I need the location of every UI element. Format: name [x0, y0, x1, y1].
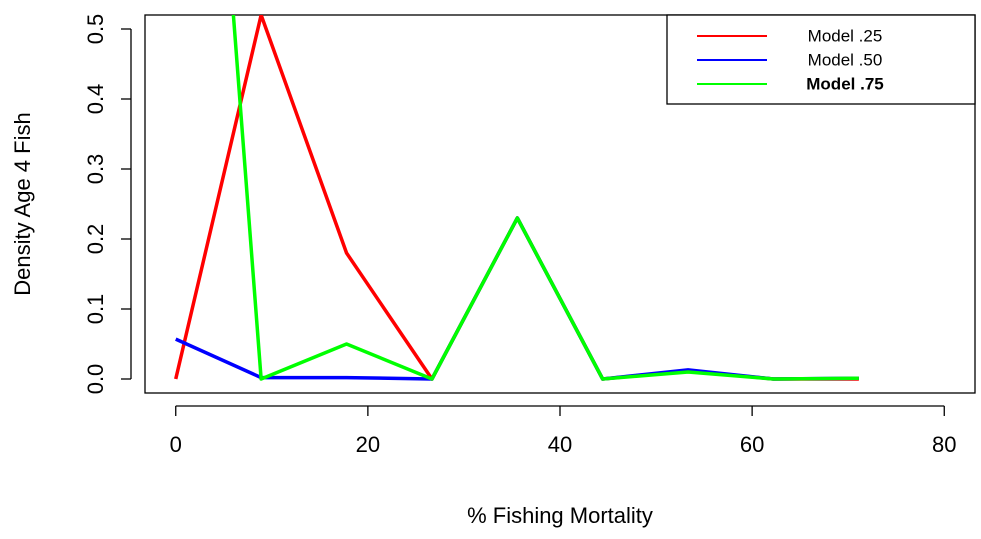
- series-line: [175, 216, 859, 381]
- plot-frame: [144, 14, 976, 394]
- y-tick-label: 0.1: [83, 294, 108, 325]
- y-axis-label: Density Age 4 Fish: [10, 112, 35, 295]
- x-tick-label: 0: [170, 432, 182, 457]
- series-line: [231, 15, 859, 381]
- y-tick-label: 0.3: [83, 154, 108, 185]
- y-tick-label: 0.4: [83, 84, 108, 115]
- legend-label: Model .75: [806, 74, 883, 93]
- y-tick-label: 0.2: [83, 224, 108, 255]
- x-tick-label: 80: [932, 432, 956, 457]
- legend-label: Model .25: [808, 26, 883, 45]
- x-tick-label: 20: [356, 432, 380, 457]
- x-axis-label: % Fishing Mortality: [467, 503, 653, 528]
- x-tick-label: 60: [740, 432, 764, 457]
- y-tick-label: 0.5: [83, 14, 108, 45]
- legend-label: Model .50: [808, 50, 883, 69]
- lines: [174, 15, 859, 381]
- x-tick-label: 40: [548, 432, 572, 457]
- legend: Model .25 Model .50 Model .75: [666, 14, 976, 105]
- y-tick-label: 0.0: [83, 364, 108, 395]
